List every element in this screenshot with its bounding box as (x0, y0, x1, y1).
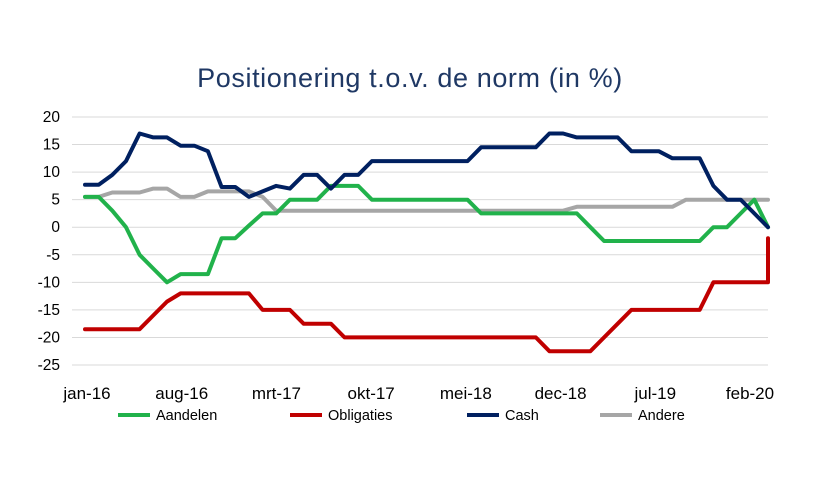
x-tick-label: mrt-17 (252, 384, 301, 403)
legend-label: Cash (505, 408, 539, 424)
y-tick-label: -25 (38, 357, 60, 374)
legend-label: Aandelen (156, 408, 217, 424)
series-line-obligaties (83, 236, 770, 354)
series-lines (83, 131, 770, 354)
y-tick-label: 15 (43, 137, 60, 154)
x-tick-label: jul-19 (633, 384, 676, 403)
x-tick-label: dec-18 (535, 384, 587, 403)
y-tick-label: 10 (43, 164, 61, 181)
y-tick-label: -5 (46, 247, 60, 264)
chart-title: Positionering t.o.v. de norm (in %) (197, 63, 623, 93)
y-tick-label: 20 (43, 109, 61, 126)
y-tick-label: -20 (38, 329, 61, 346)
series-line-cash (83, 131, 770, 230)
series-line-aandelen (83, 183, 770, 285)
x-tick-label: jan-16 (62, 384, 110, 403)
y-tick-label: -10 (38, 274, 61, 291)
legend-label: Andere (638, 408, 685, 424)
x-axis-ticks: jan-16 aug-16 mrt-17 okt-17 mei-18 dec-18 jul-… (62, 384, 774, 403)
series-line-andere (83, 186, 770, 213)
x-tick-label: okt-17 (348, 384, 395, 403)
x-tick-label: feb-20 (726, 384, 774, 403)
y-tick-label: -15 (38, 302, 60, 319)
legend-label: Obligaties (328, 408, 392, 424)
y-axis-ticks: 20 15 10 5 0 -5 -10 -15 -20 -25 (38, 109, 61, 374)
x-tick-label: aug-16 (155, 384, 208, 403)
x-tick-label: mei-18 (440, 384, 492, 403)
y-tick-label: 5 (51, 192, 60, 209)
y-tick-label: 0 (51, 219, 60, 236)
legend: Aandelen Obligaties Cash Andere (118, 408, 685, 424)
